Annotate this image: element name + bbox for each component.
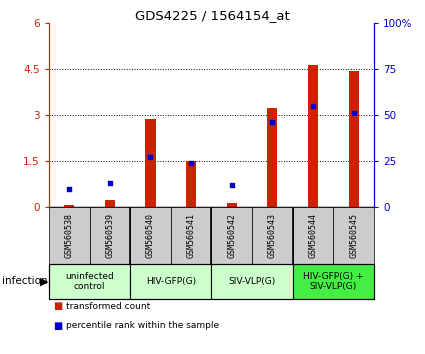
- Bar: [211, 207, 252, 264]
- Text: HIV-GFP(G) +
SIV-VLP(G): HIV-GFP(G) + SIV-VLP(G): [303, 272, 364, 291]
- Text: GSM560542: GSM560542: [227, 213, 236, 258]
- Text: GSM560541: GSM560541: [187, 213, 196, 258]
- Point: [350, 110, 357, 116]
- Bar: [252, 207, 293, 264]
- Point: [66, 186, 73, 192]
- Point: [269, 120, 276, 125]
- Bar: [105, 200, 115, 207]
- Bar: [130, 207, 171, 264]
- Text: GSM560544: GSM560544: [309, 213, 317, 258]
- Bar: [211, 264, 293, 299]
- Bar: [333, 207, 374, 264]
- Text: GDS4225 / 1564154_at: GDS4225 / 1564154_at: [135, 9, 290, 22]
- Text: ■: ■: [53, 321, 62, 331]
- Text: GSM560545: GSM560545: [349, 213, 358, 258]
- Text: percentile rank within the sample: percentile rank within the sample: [66, 321, 219, 330]
- Bar: [267, 108, 278, 207]
- Point: [310, 103, 317, 109]
- Bar: [171, 207, 211, 264]
- Text: HIV-GFP(G): HIV-GFP(G): [146, 277, 196, 286]
- Text: ■: ■: [53, 301, 62, 311]
- Text: GSM560540: GSM560540: [146, 213, 155, 258]
- Point: [106, 180, 113, 186]
- Bar: [130, 264, 211, 299]
- Bar: [145, 119, 156, 207]
- Text: infection: infection: [2, 276, 48, 286]
- Point: [228, 182, 235, 188]
- Text: SIV-VLP(G): SIV-VLP(G): [229, 277, 276, 286]
- Bar: [348, 70, 359, 207]
- Bar: [227, 204, 237, 207]
- Point: [188, 160, 195, 166]
- Bar: [49, 207, 90, 264]
- Text: uninfected
control: uninfected control: [65, 272, 114, 291]
- Text: transformed count: transformed count: [66, 302, 150, 311]
- Bar: [90, 207, 130, 264]
- Bar: [64, 205, 74, 207]
- Bar: [308, 65, 318, 207]
- Bar: [186, 161, 196, 207]
- Bar: [293, 207, 333, 264]
- Text: GSM560543: GSM560543: [268, 213, 277, 258]
- Point: [147, 155, 154, 160]
- Text: GSM560538: GSM560538: [65, 213, 74, 258]
- Text: ▶: ▶: [40, 276, 48, 286]
- Bar: [49, 264, 130, 299]
- Bar: [293, 264, 374, 299]
- Text: GSM560539: GSM560539: [105, 213, 114, 258]
